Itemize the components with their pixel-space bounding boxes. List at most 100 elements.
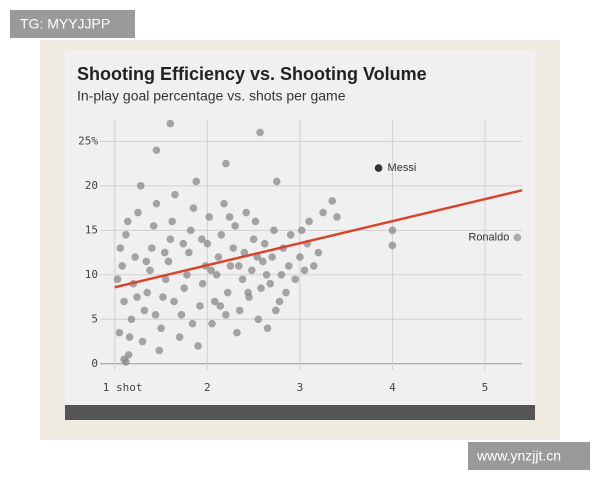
scatter-point — [123, 217, 132, 226]
scatter-point — [291, 275, 300, 284]
scatter-point — [300, 266, 309, 275]
scatter-point — [197, 235, 206, 244]
scatter-point — [183, 271, 191, 279]
scatter-point — [180, 284, 189, 292]
scatter-point — [263, 324, 272, 332]
scatter-point — [231, 222, 239, 230]
scatter-point — [296, 253, 304, 261]
scatter-point — [116, 244, 125, 252]
scatter-point — [229, 244, 238, 252]
scatter-point — [155, 346, 164, 355]
scatter-point — [149, 222, 158, 230]
scatter-point — [208, 319, 216, 328]
scatter-point — [251, 217, 260, 226]
scatter-point — [328, 197, 337, 205]
scatter-point — [233, 328, 241, 337]
x-tick-label: 5 — [482, 381, 489, 394]
scatter-point — [205, 213, 214, 221]
scatter-point — [238, 275, 247, 284]
y-tick-label: 20 — [85, 179, 98, 192]
scatter-point — [194, 342, 202, 350]
scatter-point — [113, 275, 122, 284]
y-tick-label: 5 — [91, 312, 98, 325]
scatter-point — [272, 177, 281, 186]
scatter-point — [122, 358, 130, 366]
scatter-point — [142, 257, 151, 266]
scatter-point — [253, 253, 262, 261]
scatter-point — [247, 266, 256, 275]
highlight-point — [374, 164, 383, 172]
scatter-point — [151, 311, 160, 319]
scatter-point — [242, 208, 251, 217]
scatter-point — [282, 288, 290, 297]
scatter-point — [186, 226, 195, 235]
scatter-point — [177, 311, 186, 319]
scatter-point — [133, 293, 141, 301]
scatter-point — [198, 279, 207, 288]
scatter-point — [319, 208, 327, 217]
scatter-point — [266, 279, 275, 288]
scatter-point — [220, 199, 228, 208]
trend-line — [114, 189, 523, 289]
scatter-point — [166, 119, 175, 128]
scatter-point — [259, 257, 267, 266]
scatter-point — [166, 235, 175, 244]
scatter-point — [188, 319, 197, 328]
scatter-point — [256, 128, 264, 137]
scatter-point — [175, 333, 184, 341]
y-tick-label: 10 — [85, 268, 98, 281]
scatter-point — [223, 288, 232, 297]
scatter-point — [115, 328, 124, 337]
scatter-point — [225, 213, 234, 221]
scatter-point — [212, 271, 221, 279]
highlight-label: Messi — [388, 162, 417, 174]
scatter-point — [260, 239, 269, 248]
scatter-point — [143, 288, 151, 297]
scatter-point — [235, 262, 243, 270]
scatter-point — [146, 266, 154, 275]
scatter-point — [268, 253, 276, 261]
x-tick-label: 3 — [297, 381, 304, 394]
footer-bar — [65, 405, 535, 420]
scatter-point — [140, 306, 149, 315]
y-tick-label: 25% — [78, 134, 98, 147]
watermark-box — [10, 10, 135, 38]
plot: 0 5 10 15 20 25% 1 shot 2 3 4 5 Messi Ronaldo — [78, 119, 523, 394]
scatter-point — [125, 333, 134, 341]
scatter-point — [226, 262, 235, 270]
highlight-label: Ronaldo — [468, 231, 509, 243]
scatter-point — [192, 177, 201, 186]
scatter-point — [179, 239, 188, 248]
scatter-point — [309, 262, 318, 270]
scatter-point — [297, 226, 306, 235]
scatter-point — [170, 297, 178, 306]
x-tick-label: 2 — [204, 381, 211, 394]
scatter-point — [254, 315, 263, 324]
scatter-point — [152, 146, 161, 155]
chart-subtitle: In-play goal percentage vs. shots per ga… — [77, 88, 346, 104]
scatter-point — [164, 257, 173, 266]
scatter-point — [159, 293, 167, 301]
y-tick-label: 15 — [85, 223, 98, 236]
scatter-point — [275, 297, 284, 306]
scatter-point — [196, 302, 204, 310]
scatter-point — [286, 230, 295, 239]
scatter-point — [270, 226, 278, 235]
scatter-point — [314, 248, 323, 257]
scatter-point — [249, 235, 258, 244]
scatter-point — [272, 306, 280, 315]
scatter-point — [120, 297, 128, 306]
scatter-point — [222, 311, 230, 319]
scatter-point — [207, 266, 215, 275]
scatter-point — [217, 230, 226, 239]
y-tick-label: 0 — [91, 357, 98, 370]
scatter-point — [168, 217, 176, 226]
scatter-point — [333, 213, 341, 221]
scatter-point — [127, 315, 136, 324]
scatter-point — [152, 199, 161, 208]
scatter-point — [122, 230, 130, 239]
scatter-point — [189, 204, 198, 212]
scatter-point — [244, 288, 252, 297]
scatter-point — [257, 284, 265, 292]
